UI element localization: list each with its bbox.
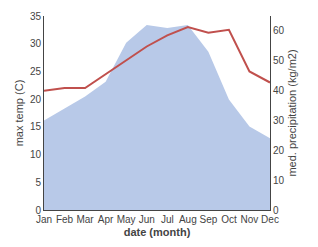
svg-text:Jun: Jun [139, 214, 155, 225]
svg-text:Dec: Dec [261, 214, 279, 225]
svg-text:50: 50 [273, 55, 285, 66]
svg-text:5: 5 [35, 177, 41, 188]
svg-text:0: 0 [273, 205, 279, 216]
svg-text:30: 30 [273, 115, 285, 126]
svg-text:40: 40 [273, 85, 285, 96]
svg-text:Nov: Nov [241, 214, 259, 225]
svg-text:20: 20 [30, 94, 42, 105]
svg-text:Aug: Aug [179, 214, 197, 225]
svg-text:Oct: Oct [221, 214, 237, 225]
svg-text:10: 10 [30, 149, 42, 160]
svg-text:35: 35 [30, 11, 42, 22]
svg-text:10: 10 [273, 175, 285, 186]
svg-text:Apr: Apr [98, 214, 114, 225]
svg-text:Sep: Sep [199, 214, 217, 225]
svg-text:Jan: Jan [36, 214, 52, 225]
svg-text:25: 25 [30, 66, 42, 77]
svg-text:20: 20 [273, 145, 285, 156]
svg-text:60: 60 [273, 25, 285, 36]
svg-text:Mar: Mar [76, 214, 94, 225]
svg-text:0: 0 [35, 205, 41, 216]
svg-text:30: 30 [30, 38, 42, 49]
svg-text:Feb: Feb [56, 214, 74, 225]
svg-text:Jul: Jul [161, 214, 174, 225]
svg-text:15: 15 [30, 121, 42, 132]
svg-text:med. precipitation (kg/m2): med. precipitation (kg/m2) [286, 49, 298, 176]
svg-text:max temp (C): max temp (C) [13, 80, 25, 147]
svg-text:May: May [117, 214, 136, 225]
svg-text:date (month): date (month) [124, 226, 191, 238]
